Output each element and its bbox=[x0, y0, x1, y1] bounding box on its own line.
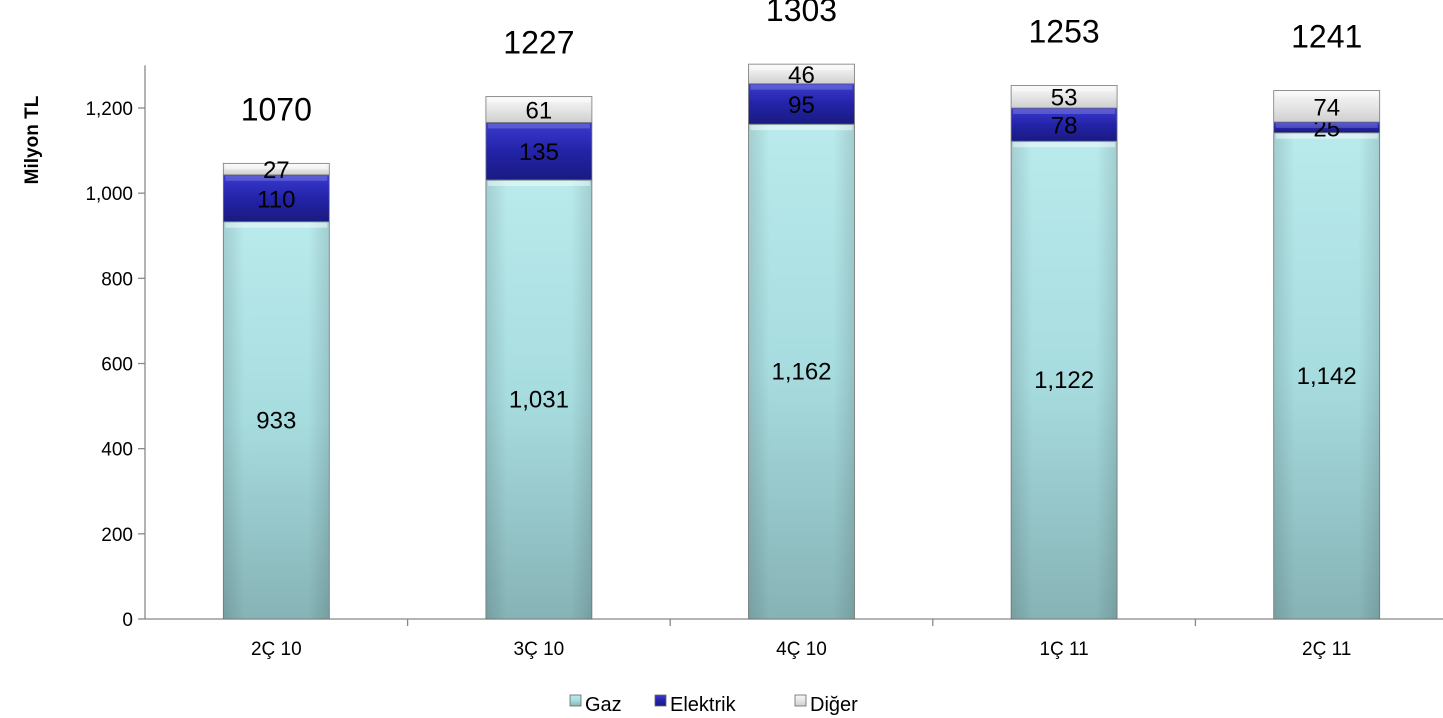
x-tick-label: 1Ç 11 bbox=[1039, 639, 1088, 660]
data-label: 933 bbox=[256, 407, 296, 434]
bar-segment-elektrik bbox=[485, 122, 593, 181]
bar-shading bbox=[748, 124, 855, 619]
bar-segment-di-er bbox=[1273, 90, 1381, 123]
bar-segment-di-er bbox=[748, 63, 855, 85]
bar-bevel bbox=[750, 125, 853, 131]
total-label: 1227 bbox=[503, 25, 574, 61]
data-label: 1,122 bbox=[1034, 367, 1094, 394]
data-label: 110 bbox=[257, 186, 295, 213]
legend-item: Elektrik bbox=[654, 694, 737, 716]
x-tick-label: 4Ç 10 bbox=[776, 639, 827, 660]
data-label: 27 bbox=[263, 157, 290, 184]
bar-bevel bbox=[487, 123, 590, 129]
bar-stack: 1,162 95 46 1303 bbox=[748, 0, 855, 620]
data-label: 46 bbox=[788, 62, 815, 89]
bar-bevel bbox=[225, 164, 328, 170]
bar-stack: 1,031 135 61 1227 bbox=[485, 25, 593, 620]
bar-bevel bbox=[750, 65, 853, 71]
bars: 9331102710701,0311356112271,162954613031… bbox=[222, 0, 1381, 620]
data-label: 95 bbox=[788, 92, 815, 119]
x-ticks: 2Ç 10 3Ç 10 4Ç 10 1Ç 11 2Ç 11 bbox=[251, 619, 1351, 660]
bar-bevel bbox=[225, 175, 328, 181]
data-label: 1,142 bbox=[1297, 363, 1357, 390]
bar-bevel bbox=[1275, 123, 1378, 129]
bar-bevel bbox=[1275, 91, 1378, 97]
bar-segment-elektrik bbox=[1010, 107, 1118, 142]
data-label: 53 bbox=[1051, 85, 1078, 112]
y-tick-label: 200 bbox=[101, 525, 133, 546]
x-tick-label: 2Ç 10 bbox=[251, 639, 302, 660]
legend-swatch bbox=[794, 694, 807, 707]
bar-bevel bbox=[1013, 86, 1116, 92]
bar-bevel bbox=[750, 84, 853, 90]
y-tick-label: 400 bbox=[101, 440, 133, 461]
legend-label: Diğer bbox=[810, 694, 858, 716]
bar-bevel bbox=[487, 97, 590, 103]
data-label: 1,031 bbox=[509, 386, 569, 413]
total-label: 1253 bbox=[1029, 13, 1100, 49]
total-label: 1241 bbox=[1291, 19, 1362, 55]
x-tick-label: 3Ç 10 bbox=[514, 639, 565, 660]
y-ticks: 0 200 400 600 800 1,000 1,200 bbox=[85, 99, 145, 631]
bar-bevel bbox=[1013, 142, 1116, 148]
data-label: 135 bbox=[519, 139, 559, 166]
bar-bevel bbox=[225, 222, 328, 228]
y-tick-label: 1,000 bbox=[85, 184, 133, 205]
bar-segment-di-er bbox=[222, 162, 330, 176]
bar-shading bbox=[485, 179, 592, 620]
data-label: 78 bbox=[1051, 113, 1078, 140]
data-label: 61 bbox=[526, 97, 553, 124]
legend-label: Gaz bbox=[585, 694, 622, 716]
y-tick-label: 1,200 bbox=[85, 99, 133, 120]
y-tick-label: 600 bbox=[101, 355, 133, 376]
bar-bevel bbox=[1275, 133, 1378, 139]
legend-item: Diğer bbox=[794, 694, 858, 716]
legend-swatch bbox=[654, 694, 667, 707]
legend-item: Gaz bbox=[569, 694, 622, 716]
total-label: 1070 bbox=[241, 91, 312, 127]
bar-segment-elektrik bbox=[748, 83, 855, 125]
bar-bevel bbox=[487, 180, 590, 186]
legend: Gaz Elektrik Diğer bbox=[569, 694, 858, 716]
bar-segment-di-er bbox=[485, 96, 593, 123]
data-label: 74 bbox=[1313, 94, 1340, 121]
bar-shading bbox=[1273, 132, 1380, 619]
total-label: 1303 bbox=[766, 0, 837, 28]
bar-bevel bbox=[1013, 109, 1116, 114]
bar-shading bbox=[223, 221, 330, 619]
bar-segment-di-er bbox=[1010, 85, 1118, 109]
bar-shading bbox=[1011, 141, 1118, 619]
legend-swatch bbox=[569, 694, 582, 707]
data-label: 1,162 bbox=[771, 359, 831, 386]
legend-label: Elektrik bbox=[670, 694, 737, 716]
y-axis-label: Milyon TL bbox=[22, 95, 43, 184]
y-tick-label: 0 bbox=[122, 610, 133, 631]
x-tick-label: 2Ç 11 bbox=[1302, 639, 1351, 660]
y-tick-label: 800 bbox=[101, 269, 133, 290]
